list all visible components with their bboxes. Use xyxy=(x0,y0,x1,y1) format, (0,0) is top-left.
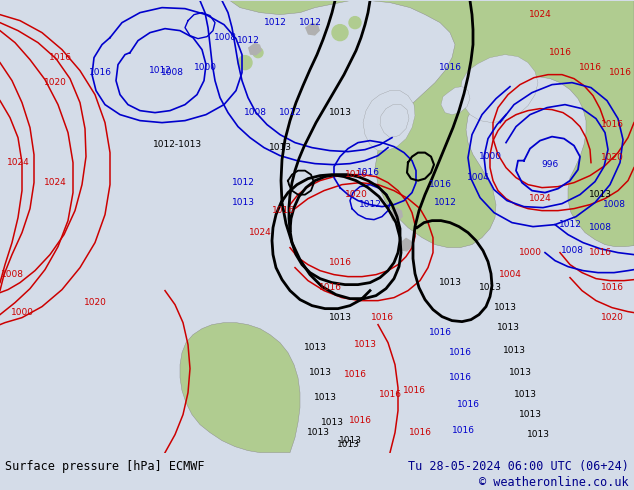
Text: 1020: 1020 xyxy=(600,153,623,162)
Text: 1020: 1020 xyxy=(84,298,107,307)
Text: 1008: 1008 xyxy=(560,246,583,255)
Text: 1013: 1013 xyxy=(526,430,550,439)
Text: 1016: 1016 xyxy=(378,390,401,399)
Text: 1016: 1016 xyxy=(318,283,342,292)
Text: 1024: 1024 xyxy=(44,178,67,187)
Text: 1013: 1013 xyxy=(313,393,337,402)
Text: 1013: 1013 xyxy=(508,368,531,377)
Polygon shape xyxy=(363,91,415,150)
Text: 1008: 1008 xyxy=(1,270,23,279)
Text: 1012: 1012 xyxy=(278,108,301,117)
Polygon shape xyxy=(400,238,412,252)
Text: 1016: 1016 xyxy=(344,370,366,379)
Text: 1000: 1000 xyxy=(193,63,216,72)
Text: 1013: 1013 xyxy=(493,303,517,312)
Text: 1000: 1000 xyxy=(479,152,501,161)
Text: 1012: 1012 xyxy=(236,36,259,45)
Text: 1016: 1016 xyxy=(89,68,112,77)
Text: 1008: 1008 xyxy=(588,223,612,232)
Text: 1013: 1013 xyxy=(309,368,332,377)
Text: 1013: 1013 xyxy=(339,436,361,445)
Text: 1013: 1013 xyxy=(514,390,536,399)
Text: 1016: 1016 xyxy=(344,170,368,179)
Text: 1013: 1013 xyxy=(479,283,501,292)
Text: 1016: 1016 xyxy=(548,48,571,57)
Text: 1016: 1016 xyxy=(588,248,612,257)
Text: 1013: 1013 xyxy=(496,323,519,332)
Text: 1016: 1016 xyxy=(271,206,295,215)
Text: 1012: 1012 xyxy=(434,198,456,207)
Text: 1013: 1013 xyxy=(588,190,612,199)
Text: 1013: 1013 xyxy=(354,340,377,349)
Circle shape xyxy=(332,24,348,41)
Text: 1016: 1016 xyxy=(349,416,372,425)
Text: 1016: 1016 xyxy=(356,168,380,177)
Text: 1016: 1016 xyxy=(429,180,451,189)
Text: 1016: 1016 xyxy=(439,63,462,72)
Text: 1016: 1016 xyxy=(328,258,351,267)
Text: 1016: 1016 xyxy=(370,313,394,322)
Text: 1016: 1016 xyxy=(600,120,623,129)
Text: 1013: 1013 xyxy=(269,143,292,152)
Text: 1013: 1013 xyxy=(328,313,351,322)
Text: 1016: 1016 xyxy=(456,400,479,409)
Text: 1008: 1008 xyxy=(214,33,236,42)
Text: 1004: 1004 xyxy=(498,270,521,279)
Text: 1013: 1013 xyxy=(337,440,359,449)
Text: 1012-1013: 1012-1013 xyxy=(153,140,202,149)
Circle shape xyxy=(349,17,361,28)
Text: 1013: 1013 xyxy=(503,346,526,355)
Text: 1020: 1020 xyxy=(600,313,623,322)
Text: Surface pressure [hPa] ECMWF: Surface pressure [hPa] ECMWF xyxy=(5,460,205,473)
Text: 1016: 1016 xyxy=(448,373,472,382)
Text: 1008: 1008 xyxy=(602,200,626,209)
Text: 1024: 1024 xyxy=(529,194,552,203)
Text: 1012: 1012 xyxy=(264,18,287,27)
Text: 1013: 1013 xyxy=(231,198,254,207)
Text: © weatheronline.co.uk: © weatheronline.co.uk xyxy=(479,476,629,489)
Text: 1016: 1016 xyxy=(429,328,451,337)
Polygon shape xyxy=(305,23,320,36)
Text: 1013: 1013 xyxy=(519,410,541,419)
Text: 1013: 1013 xyxy=(304,343,327,352)
Polygon shape xyxy=(248,43,262,56)
Text: 1016: 1016 xyxy=(451,426,474,435)
Polygon shape xyxy=(390,208,403,221)
Text: 1016: 1016 xyxy=(48,53,72,62)
Polygon shape xyxy=(180,322,300,453)
Polygon shape xyxy=(441,87,470,115)
Polygon shape xyxy=(230,0,634,247)
Text: 1012: 1012 xyxy=(148,66,171,75)
Text: 1013: 1013 xyxy=(306,428,330,437)
Text: Tu 28-05-2024 06:00 UTC (06+24): Tu 28-05-2024 06:00 UTC (06+24) xyxy=(408,460,629,473)
Text: 1016: 1016 xyxy=(448,348,472,357)
Circle shape xyxy=(238,56,252,70)
Polygon shape xyxy=(460,54,538,122)
Text: 1016: 1016 xyxy=(600,283,623,292)
Text: 1013: 1013 xyxy=(328,108,351,117)
Text: 1013: 1013 xyxy=(439,278,462,287)
Text: 1000: 1000 xyxy=(11,308,34,317)
Text: 1004: 1004 xyxy=(467,173,489,182)
Text: 1012: 1012 xyxy=(359,200,382,209)
Text: 1012: 1012 xyxy=(299,18,321,27)
Text: 1016: 1016 xyxy=(408,428,432,437)
Text: 1008: 1008 xyxy=(160,68,183,77)
Text: 1020: 1020 xyxy=(344,190,368,199)
Text: 1013: 1013 xyxy=(321,418,344,427)
Circle shape xyxy=(253,48,263,58)
Text: 1008: 1008 xyxy=(243,108,266,117)
Text: 1012: 1012 xyxy=(559,220,581,229)
Polygon shape xyxy=(380,105,409,138)
Text: 1016: 1016 xyxy=(609,68,631,77)
Text: 1016: 1016 xyxy=(578,63,602,72)
Text: 1000: 1000 xyxy=(519,248,541,257)
Text: 1016: 1016 xyxy=(403,386,425,395)
Text: 1024: 1024 xyxy=(249,228,271,237)
Text: 1012: 1012 xyxy=(231,178,254,187)
Text: 1024: 1024 xyxy=(529,10,552,19)
Text: 1024: 1024 xyxy=(6,158,29,167)
Text: 996: 996 xyxy=(541,160,559,169)
Text: 1020: 1020 xyxy=(44,78,67,87)
